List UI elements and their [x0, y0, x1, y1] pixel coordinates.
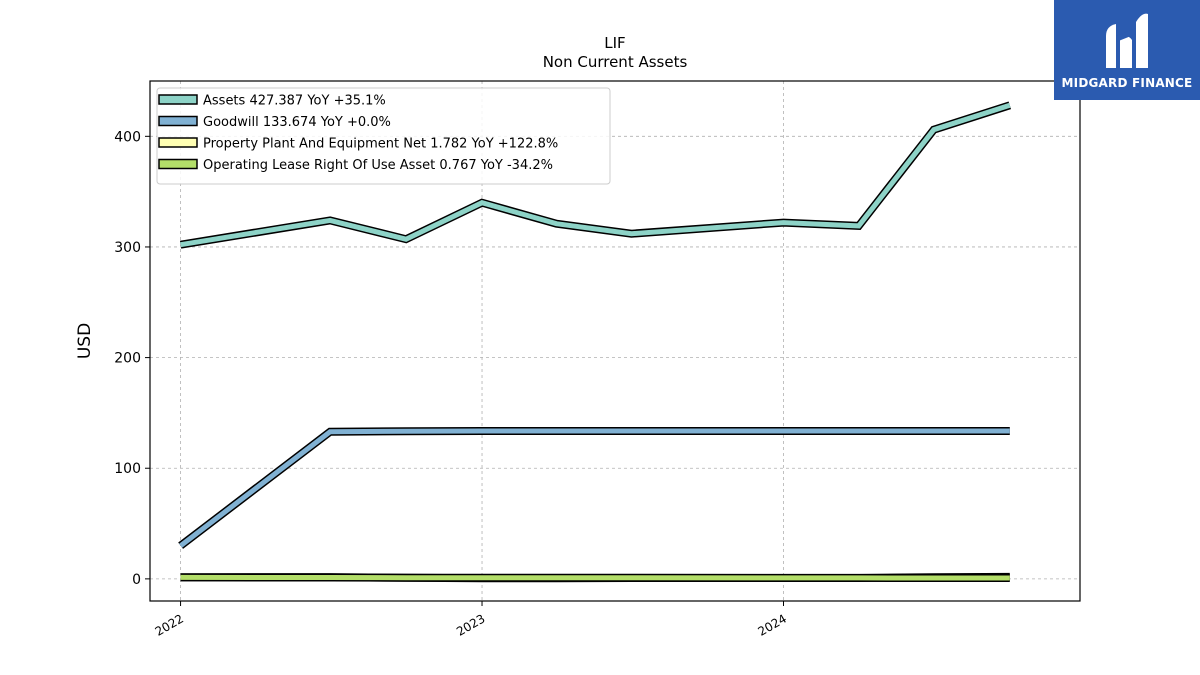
legend-label-3: Operating Lease Right Of Use Asset 0.767…	[203, 158, 553, 173]
chart-title: LIF	[604, 34, 625, 52]
midgard-finance-logo: MIDGARD FINANCE	[1054, 0, 1200, 100]
legend-swatch-0	[158, 94, 198, 105]
midgard-logo-icon	[1106, 13, 1148, 68]
legend-swatch-2	[158, 137, 198, 148]
y-axis-label: USD	[75, 323, 95, 359]
series-layer	[178, 101, 1012, 583]
series-line-1	[179, 428, 1010, 548]
plot-frame	[149, 80, 1081, 602]
x-tick-label: 2022	[153, 611, 186, 638]
legend-label-2: Property Plant And Equipment Net 1.782 Y…	[203, 137, 558, 152]
x-tick-label: 2024	[756, 611, 789, 638]
axes: 0 100 200 300 400 2022 2023 2024	[114, 129, 789, 639]
y-tick-label: 100	[114, 461, 141, 477]
legend: Assets 427.387 YoY +35.1% Goodwill 133.67…	[156, 87, 611, 185]
legend-box	[156, 87, 611, 185]
legend-label-1: Goodwill 133.674 YoY +0.0%	[203, 115, 391, 130]
chart-subtitle: Non Current Assets	[543, 53, 688, 71]
legend-label-0: Assets 427.387 YoY +35.1%	[203, 94, 386, 109]
x-tick-label: 2023	[454, 611, 487, 638]
series-line-3	[180, 574, 1010, 581]
legend-swatch-3	[158, 158, 198, 170]
y-tick-label: 0	[132, 572, 141, 588]
y-tick-label: 400	[114, 129, 141, 145]
legend-swatch-1	[158, 115, 198, 127]
y-tick-label: 200	[114, 351, 141, 367]
logo-text: MIDGARD FINANCE	[1061, 76, 1193, 90]
series-line-0	[180, 102, 1011, 248]
y-tick-label: 300	[114, 240, 141, 256]
